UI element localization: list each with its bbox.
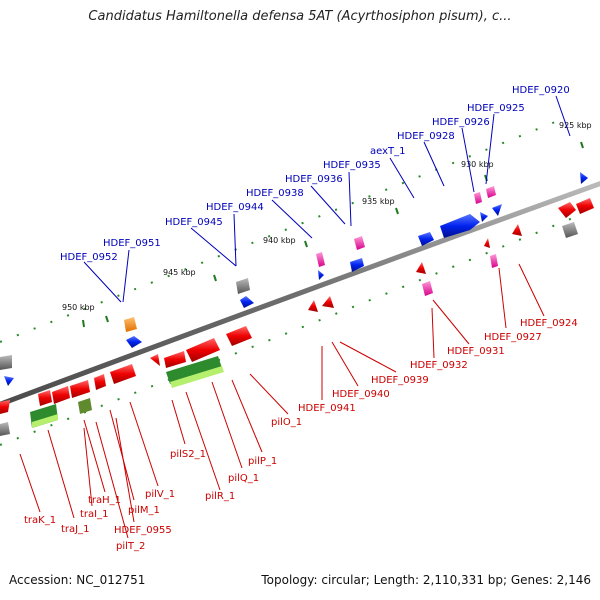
reverse-callouts (19, 263, 545, 539)
label-trai-1[interactable]: traI_1 (80, 509, 108, 520)
gene-pilr-1-hl (170, 366, 224, 388)
gene-edge-red-2 (576, 198, 594, 214)
label-hdef-0944[interactable]: HDEF_0944 (206, 202, 264, 213)
genome-summary-text: Topology: circular; Length: 2,110,331 bp… (261, 573, 591, 587)
gene-hdef-0928 (480, 212, 488, 222)
genome-backbone (0, 180, 600, 407)
gene-hdef-0955 (70, 380, 90, 398)
label-hdef-0938[interactable]: HDEF_0938 (246, 188, 304, 199)
label-pilt-2[interactable]: pilT_2 (116, 541, 145, 552)
map-title: Candidatus Hamiltonella defensa 5AT (Acy… (88, 9, 512, 24)
label-trah-1[interactable]: traH_1 (88, 495, 121, 506)
forward-scale-track (0, 119, 561, 343)
gene-hdef-0920 (580, 172, 588, 184)
gene-hdef-0945 (240, 296, 254, 308)
gene-hdef-0952 (126, 336, 142, 348)
label-hdef-0939[interactable]: HDEF_0939 (371, 375, 429, 386)
gene-hdef-0940 (322, 296, 334, 308)
label-hdef-0927[interactable]: HDEF_0927 (484, 332, 542, 343)
gene-trai-1 (38, 390, 52, 406)
gene-trah-1 (52, 386, 70, 404)
gene-trak-1 (0, 400, 10, 414)
forward-callouts (83, 95, 571, 303)
gene-hdef-0941 (308, 300, 318, 312)
label-pilr-1[interactable]: pilR_1 (205, 491, 235, 502)
label-hdef-0945[interactable]: HDEF_0945 (165, 217, 223, 228)
gene-pilm-1 (94, 374, 106, 390)
kbp-label-925: 925 kbp (559, 121, 592, 130)
gene-hdef-0935 (418, 232, 434, 246)
gene-edge-blue (4, 376, 14, 386)
gene-pilv-1 (110, 364, 136, 384)
label-hdef-0932[interactable]: HDEF_0932 (410, 360, 468, 371)
label-hdef-0940[interactable]: HDEF_0940 (332, 389, 390, 400)
gene-hdef-0927-a (484, 238, 490, 248)
label-hdef-0931[interactable]: HDEF_0931 (447, 346, 505, 357)
gene-pils2-1 (150, 354, 160, 366)
gene-hdef-0944 (236, 278, 250, 294)
label-pilm-1[interactable]: pilM_1 (128, 505, 160, 516)
label-pilq-1[interactable]: pilQ_1 (228, 473, 259, 484)
scale-ticks (82, 141, 584, 328)
gene-hdef-0926 (474, 192, 482, 204)
label-hdef-0935[interactable]: HDEF_0935 (323, 160, 381, 171)
label-hdef-0926[interactable]: HDEF_0926 (432, 117, 490, 128)
gene-pilr-1 (166, 356, 222, 384)
gene-hdef-0927 (490, 254, 498, 268)
gene-aext-1 (440, 214, 480, 238)
kbp-label-950: 950 kbp (62, 303, 95, 312)
gene-hdef-0931-a (416, 262, 426, 274)
label-hdef-0925[interactable]: HDEF_0925 (467, 103, 525, 114)
gene-pilt-2 (78, 398, 92, 414)
forward-features[interactable] (0, 172, 588, 386)
gene-pilo-1 (226, 326, 252, 346)
gene-traj-1-hl (32, 414, 58, 428)
reverse-features[interactable] (0, 198, 594, 436)
gene-edge-gray (0, 355, 12, 370)
label-traj-1[interactable]: traJ_1 (61, 524, 89, 535)
label-pilp-1[interactable]: pilP_1 (248, 456, 277, 467)
kbp-label-945: 945 kbp (163, 268, 196, 277)
gene-hdef-0938 (350, 258, 364, 272)
gene-hdef-0924 (512, 224, 522, 236)
gene-edge-gray-2 (562, 222, 578, 238)
gene-pilp-1 (186, 338, 220, 362)
gene-hdef-0951 (124, 317, 137, 332)
label-trak-1[interactable]: traK_1 (24, 515, 56, 526)
gene-trak-1-gray (0, 422, 10, 436)
accession-text: Accession: NC_012751 (9, 573, 146, 587)
kbp-label-940: 940 kbp (263, 236, 296, 245)
gene-hdef-0936 (354, 236, 365, 250)
gene-hdef-0925 (486, 186, 496, 198)
gene-hdef-0944-b (318, 270, 324, 280)
label-hdef-0955[interactable]: HDEF_0955 (114, 525, 172, 536)
label-hdef-0928[interactable]: HDEF_0928 (397, 131, 455, 142)
kbp-label-930: 930 kbp (461, 160, 494, 169)
gene-hdef-0926-b (492, 204, 502, 216)
label-hdef-0920[interactable]: HDEF_0920 (512, 85, 570, 96)
label-hdef-0924[interactable]: HDEF_0924 (520, 318, 578, 329)
gene-pilq-1 (164, 351, 186, 368)
gene-edge-red (558, 202, 576, 218)
label-pilo-1[interactable]: pilO_1 (271, 417, 302, 428)
gene-hdef-0938-b (316, 252, 325, 267)
label-hdef-0952[interactable]: HDEF_0952 (60, 252, 118, 263)
label-hdef-0941[interactable]: HDEF_0941 (298, 403, 356, 414)
label-hdef-0951[interactable]: HDEF_0951 (103, 238, 161, 249)
gene-hdef-0931 (422, 281, 433, 296)
kbp-label-935: 935 kbp (362, 197, 395, 206)
label-pilv-1[interactable]: pilV_1 (145, 489, 175, 500)
label-hdef-0936[interactable]: HDEF_0936 (285, 174, 343, 185)
label-aext-1[interactable]: aexT_1 (370, 146, 406, 157)
label-pils2-1[interactable]: pilS2_1 (170, 449, 206, 460)
